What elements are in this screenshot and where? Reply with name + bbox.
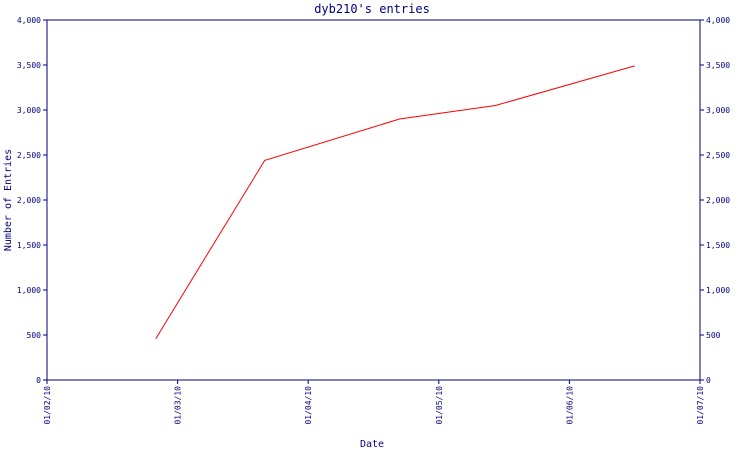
- y-tick-label-right: 4,000: [706, 16, 730, 25]
- y-tick-label-right: 1,000: [706, 286, 730, 295]
- y-tick-label-right: 3,500: [706, 61, 730, 70]
- y-tick-label-left: 2,000: [17, 196, 41, 205]
- x-tick-label: 01/03/10: [174, 386, 183, 425]
- y-tick-label-right: 3,000: [706, 106, 730, 115]
- x-axis-label: Date: [360, 439, 384, 450]
- x-tick-label: 01/05/10: [435, 386, 444, 425]
- series-line: [155, 65, 635, 339]
- y-tick-label-right: 1,500: [706, 241, 730, 250]
- y-axis-left: 0 500 1,000 1,500 2,000 2,500 3,000 3,500 4,000: [17, 16, 47, 385]
- x-tick-label: 01/04/10: [304, 386, 313, 425]
- x-tick-label: 01/07/10: [696, 386, 705, 425]
- y-axis-right: 0 500 1,000 1,500 2,000 2,500 3,000 3,500 4,000: [700, 16, 730, 385]
- x-tick-label: 01/02/10: [43, 386, 52, 425]
- x-tick-label: 01/06/10: [565, 386, 574, 425]
- y-tick-label-left: 3,000: [17, 106, 41, 115]
- x-axis: 01/02/10 01/03/10 01/04/10 01/05/10 01/06/10…: [43, 380, 705, 425]
- y-tick-label-left: 1,000: [17, 286, 41, 295]
- y-tick-label-left: 4,000: [17, 16, 41, 25]
- y-axis-label: Number of Entries: [3, 149, 14, 251]
- y-tick-label-left: 0: [36, 376, 41, 385]
- plot-area-frame: [46, 19, 701, 381]
- y-tick-label-left: 1,500: [17, 241, 41, 250]
- y-tick-label-left: 500: [27, 331, 42, 340]
- y-tick-label-left: 3,500: [17, 61, 41, 70]
- y-tick-label-left: 2,500: [17, 151, 41, 160]
- chart-title: dyb210's entries: [314, 2, 430, 16]
- y-tick-label-right: 500: [706, 331, 721, 340]
- y-tick-label-right: 2,000: [706, 196, 730, 205]
- y-tick-label-right: 0: [706, 376, 711, 385]
- y-tick-label-right: 2,500: [706, 151, 730, 160]
